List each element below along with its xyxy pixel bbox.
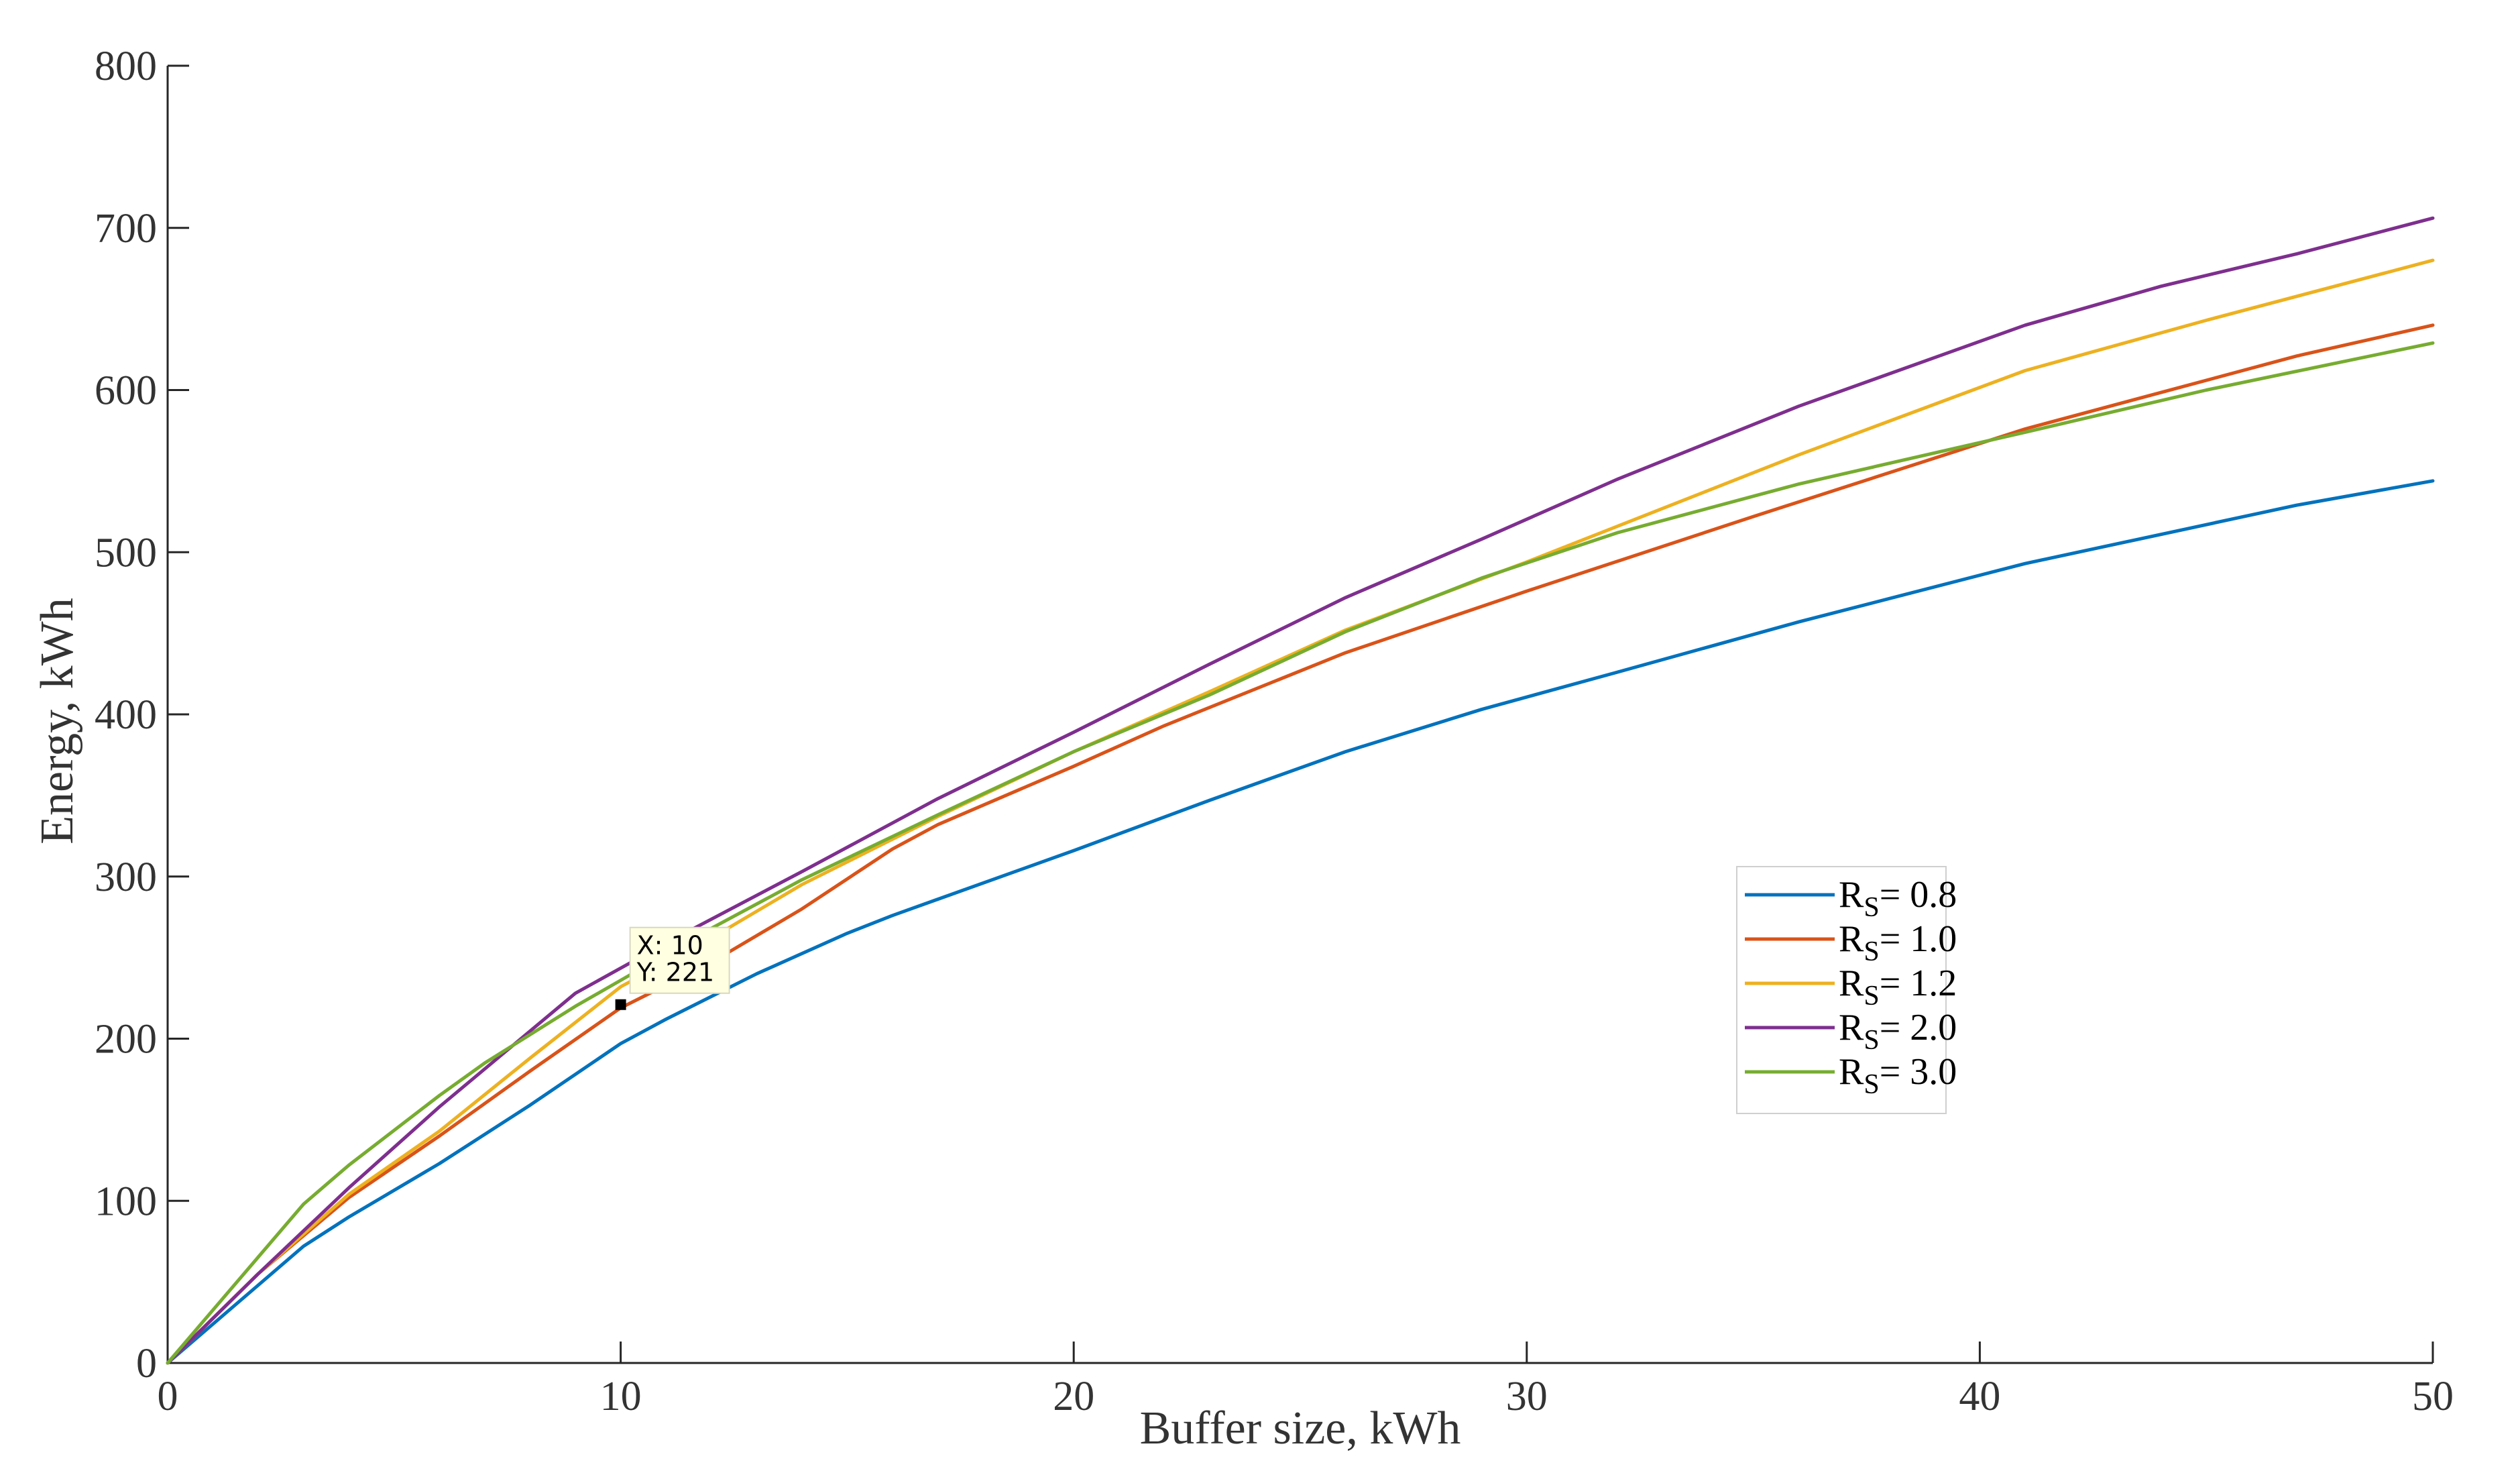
series-line-3 <box>166 258 2435 1365</box>
data-tip-box <box>629 926 730 994</box>
x-axis-title: Buffer size, kWh <box>1140 1403 1461 1454</box>
legend-label: RS= 1.0 <box>1839 918 1957 967</box>
x-tick-label: 0 <box>158 1374 178 1419</box>
series-group <box>166 216 2435 1365</box>
legend[interactable]: RS= 0.8RS= 1.0RS= 1.2RS= 2.0RS= 3.0 <box>1736 866 1957 1114</box>
legend-label: RS= 1.2 <box>1839 963 1957 1012</box>
axes: 0 10 20 30 40 50 0 100 200 300 400 500 600 700 800 <box>95 44 2454 1419</box>
x-tick-label: 30 <box>1506 1374 1548 1419</box>
legend-label: RS= 0.8 <box>1839 874 1957 923</box>
y-tick-label: 400 <box>95 692 157 738</box>
legend-label: RS= 3.0 <box>1839 1051 1957 1100</box>
series-line-5 <box>166 341 2435 1365</box>
x-tick-label: 10 <box>600 1374 642 1419</box>
y-axis-title: Energy, kWh <box>32 598 83 844</box>
legend-label: RS= 2.0 <box>1839 1007 1957 1056</box>
series-line-4 <box>166 216 2435 1365</box>
x-tick-label: 50 <box>2412 1374 2454 1419</box>
y-tick-label: 100 <box>95 1179 157 1224</box>
y-axis-ticks: 0 100 200 300 400 500 600 700 800 <box>95 44 189 1386</box>
y-tick-label: 600 <box>95 368 157 414</box>
data-tip-text: Y: 221 <box>636 958 715 987</box>
series-line-1 <box>166 479 2435 1365</box>
y-tick-label: 0 <box>136 1341 157 1386</box>
x-tick-label: 20 <box>1053 1374 1094 1419</box>
data-tip-marker <box>615 999 626 1010</box>
series-line-2 <box>166 323 2435 1365</box>
y-tick-label: 200 <box>95 1017 157 1062</box>
x-tick-label: 40 <box>1959 1374 2000 1419</box>
y-tick-label: 800 <box>95 44 157 89</box>
y-tick-label: 700 <box>95 206 157 252</box>
x-axis-ticks: 0 10 20 30 40 50 <box>158 1342 2454 1419</box>
data-tip-text: X: 10 <box>637 931 703 961</box>
y-tick-label: 500 <box>95 530 157 576</box>
data-tip[interactable]: X: 10Y: 221 <box>615 926 730 1010</box>
y-tick-label: 300 <box>95 855 157 900</box>
